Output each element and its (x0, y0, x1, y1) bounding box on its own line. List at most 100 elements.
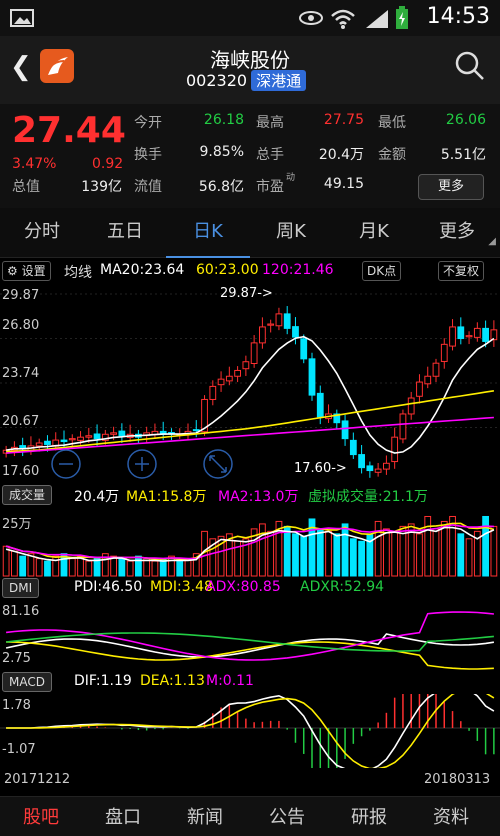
image-icon (10, 8, 34, 32)
candle-body (292, 326, 299, 338)
volume-bar (2, 545, 10, 577)
tab-2[interactable]: 日K (166, 208, 250, 258)
volume-bar (308, 518, 316, 577)
candle-body (391, 436, 399, 463)
nav-item-3[interactable]: 公告 (269, 807, 305, 828)
dmi-chart[interactable] (0, 600, 500, 670)
date-start: 20171212 (4, 772, 71, 787)
connect-badge[interactable]: 深港通 (251, 70, 307, 91)
search-icon[interactable] (454, 50, 486, 86)
candle-body (217, 378, 225, 386)
candle-body (399, 413, 407, 440)
volume-bar (416, 533, 423, 577)
volume-bar (283, 525, 291, 577)
macd-axis-top: 1.78 (2, 698, 31, 713)
candle-body (333, 413, 341, 424)
quote-label: 今开 (134, 115, 162, 131)
ma120-line (6, 416, 494, 454)
volume-indicator-button[interactable]: 成交量 (2, 485, 53, 505)
ma60-line (6, 390, 495, 453)
volume-bar (407, 523, 415, 577)
dmi-axis-top: 81.16 (2, 604, 40, 619)
tab-1[interactable]: 五日 (107, 221, 143, 242)
quote-value: 56.8亿 (198, 179, 244, 195)
quote-label: 换手 (134, 147, 162, 163)
quote-label: 总值 (12, 179, 40, 195)
macd-dif-line (6, 694, 495, 768)
zoom-plus-icon[interactable] (127, 449, 157, 479)
volume-chart[interactable] (0, 508, 500, 578)
volume-bar (465, 538, 473, 577)
last-price: 27.44 (12, 110, 126, 151)
volume-bar (19, 555, 27, 577)
tab-5[interactable]: 更多 (439, 221, 475, 242)
candle-body (374, 468, 382, 473)
volume-ma3-line (5, 526, 495, 562)
virtual-volume: 虚拟成交量:21.1万 (308, 489, 428, 505)
dmi-panel-header: DMI PDI:46.50 MDI:3.48 ADX:80.85 ADXR:52… (0, 577, 500, 599)
price-axis-label: 20.67 (2, 414, 40, 429)
volume-bar (424, 515, 432, 577)
volume-bar (250, 528, 258, 577)
price-axis-label: 29.87 (2, 288, 40, 303)
volume-bar (358, 540, 365, 577)
candle-body (234, 369, 241, 377)
volume-ma1: MA1:15.8万 (126, 489, 207, 505)
nav-item-5[interactable]: 资料 (433, 807, 469, 828)
chart-settings-button[interactable]: ⚙ 设置 (2, 261, 51, 281)
price-axis-label: 26.80 (2, 318, 40, 333)
nav-item-4[interactable]: 研报 (351, 807, 387, 828)
dmi-pdi-line (5, 633, 495, 658)
app-logo (40, 49, 74, 83)
volume-bar (11, 550, 18, 577)
volume-bar (482, 515, 489, 577)
candle-body (77, 436, 84, 441)
volume-bar (432, 528, 440, 577)
nav-item-1[interactable]: 盘口 (105, 807, 141, 828)
volume-bar (391, 530, 399, 577)
quote-label: 市盈 (256, 179, 284, 195)
dmi-adx-line (6, 611, 494, 661)
candle-body (201, 398, 208, 433)
volume-bar (101, 553, 109, 577)
macd-indicator-button[interactable]: MACD (2, 672, 52, 692)
tab-3[interactable]: 周K (276, 221, 306, 242)
back-arrow-icon[interactable]: ❮ (10, 52, 32, 82)
candle-body (424, 375, 432, 385)
quote-label: 最高 (256, 115, 284, 131)
dk-point-button[interactable]: DK点 (362, 261, 402, 281)
quote-label: 金额 (378, 147, 406, 163)
settings-label: 设置 (21, 264, 46, 278)
dmi-adx: ADX:80.85 (206, 579, 281, 595)
bottom-navigation: 股吧 盘口 新闻 公告 研报 资料 (0, 796, 500, 836)
macd-chart[interactable] (0, 694, 500, 768)
candle-body (259, 326, 266, 344)
status-time: 14:53 (426, 4, 490, 29)
candle-body (358, 454, 365, 469)
quote-value: 27.75 (323, 112, 364, 128)
high-annotation: 29.87-> (220, 286, 273, 301)
candle-body (383, 462, 390, 470)
dmi-indicator-button[interactable]: DMI (2, 578, 40, 598)
nav-item-2[interactable]: 新闻 (187, 807, 223, 828)
quote-value: 26.18 (203, 112, 244, 128)
candle-body (267, 323, 275, 326)
volume-bar (176, 560, 184, 577)
dmi-axis-bottom: 2.75 (2, 651, 31, 666)
volume-bar (27, 553, 35, 577)
volume-bar (457, 533, 465, 577)
dmi-adxr-line (6, 632, 494, 652)
tab-4[interactable]: 月K (359, 221, 389, 242)
quote-label: 流值 (134, 179, 162, 195)
volume-axis-label: 25万 (2, 517, 32, 532)
adjust-button[interactable]: 不复权 (438, 261, 485, 281)
nav-item-0[interactable]: 股吧 (23, 807, 59, 828)
tab-0[interactable]: 分时 (24, 221, 60, 242)
candlestick-chart[interactable] (0, 284, 500, 482)
quote-value: 9.85% (199, 144, 244, 160)
more-quote-button[interactable]: 更多 (418, 174, 484, 200)
zoom-expand-icon[interactable] (203, 449, 233, 479)
volume-bar (192, 553, 200, 577)
candle-body (283, 313, 291, 329)
zoom-minus-icon[interactable] (51, 449, 81, 479)
